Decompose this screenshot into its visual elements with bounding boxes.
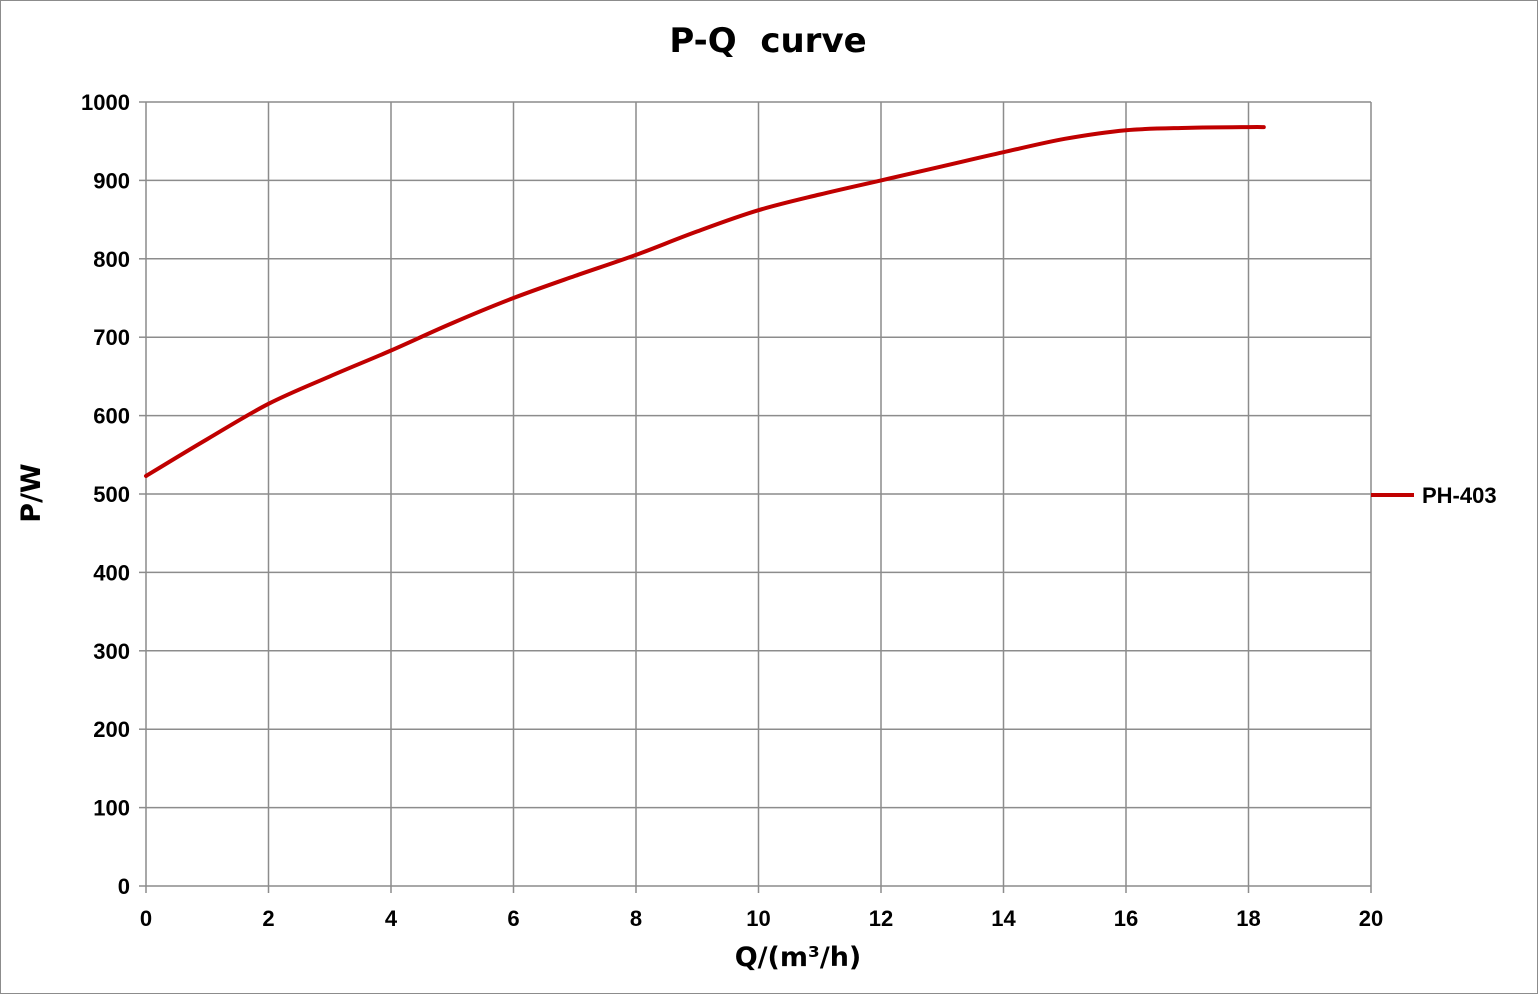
x-tick-label: 0	[140, 906, 152, 931]
x-tick-label: 20	[1359, 906, 1383, 931]
axes	[139, 101, 1372, 893]
x-tick-label: 10	[746, 906, 770, 931]
grid	[146, 101, 1372, 886]
y-tick-label: 200	[93, 717, 130, 742]
tick-labels: 0 100 200 300 400 500 600 700 800 900 1000 0 2 4 6 8 10 1…	[81, 90, 1383, 931]
y-tick-label: 300	[93, 639, 130, 664]
y-tick-label: 900	[93, 168, 130, 193]
y-tick-label: 1000	[81, 90, 130, 115]
x-tick-label: 8	[630, 906, 642, 931]
legend: PH-403	[1371, 483, 1497, 508]
x-tick-label: 16	[1114, 906, 1138, 931]
series-layer	[144, 125, 1266, 478]
x-tick-label: 14	[991, 906, 1016, 931]
y-tick-label: 400	[93, 560, 130, 585]
x-tick-label: 6	[507, 906, 519, 931]
legend-label-ph-403: PH-403	[1422, 483, 1497, 508]
y-axis-title: P/W	[16, 463, 47, 522]
y-tick-label: 100	[93, 796, 130, 821]
y-tick-label: 500	[93, 482, 130, 507]
x-tick-label: 12	[869, 906, 893, 931]
y-tick-label: 800	[93, 247, 130, 272]
x-tick-label: 4	[385, 906, 398, 931]
chart-title: P-Q curve	[669, 21, 866, 61]
x-tick-label: 2	[262, 906, 274, 931]
x-tick-label: 18	[1236, 906, 1260, 931]
x-axis-title: Q/(m³/h)	[735, 942, 862, 973]
y-tick-label: 0	[118, 874, 130, 899]
y-tick-label: 700	[93, 325, 130, 350]
y-tick-label: 600	[93, 404, 130, 429]
series-line-ph-403	[144, 125, 1266, 478]
